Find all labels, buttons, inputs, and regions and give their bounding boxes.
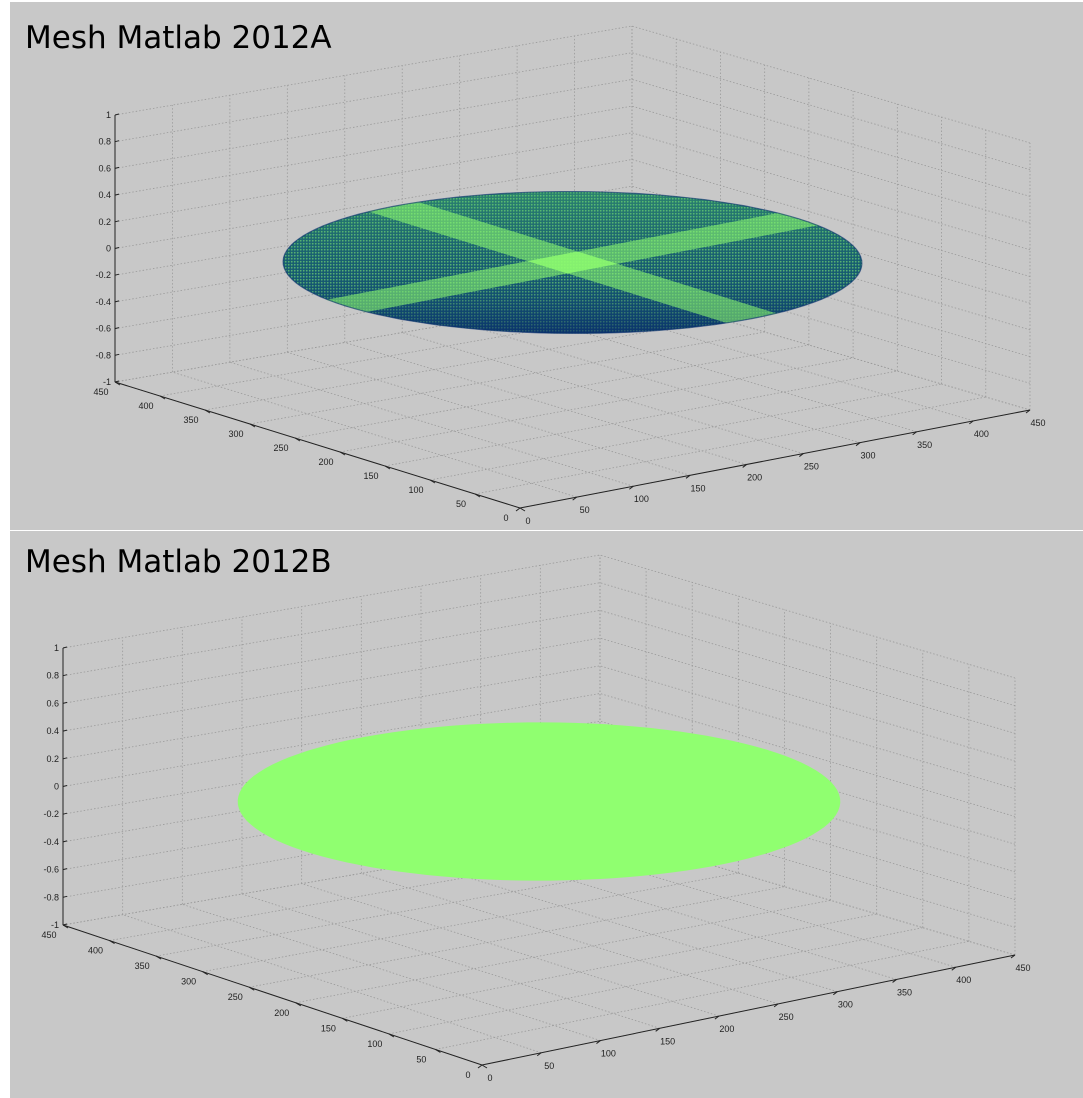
z-tick-label: -0.2	[43, 809, 59, 819]
y-tick-label: 0	[465, 1070, 470, 1080]
z-tick-label: 0.4	[98, 190, 111, 200]
z-tick-label: 0	[54, 782, 59, 792]
z-tick-label: -0.8	[43, 892, 59, 902]
chart-title: Mesh Matlab 2012B	[25, 544, 332, 580]
x-tick-label: 350	[917, 440, 932, 450]
y-tick-label: 100	[367, 1039, 382, 1049]
mesh-surface	[237, 722, 841, 881]
z-tick-label: 0.2	[46, 754, 59, 764]
y-tick-label: 450	[93, 387, 108, 397]
y-tick-label: 0	[503, 513, 508, 523]
z-tick-label: 0.6	[98, 163, 111, 173]
y-tick-label: 400	[88, 946, 103, 956]
x-tick-label: 250	[779, 1012, 794, 1022]
chart-title: Mesh Matlab 2012A	[25, 20, 332, 56]
z-tick-label: 0.2	[98, 217, 111, 227]
y-tick-label: 300	[228, 429, 243, 439]
x-tick-label: 0	[525, 516, 530, 526]
panel-2012a: Mesh Matlab 2012A 0501001502002503003504…	[10, 2, 1083, 530]
z-tick-label: 0.6	[46, 698, 59, 708]
y-tick-label: 400	[138, 401, 153, 411]
z-tick-label: -0.4	[95, 297, 111, 307]
z-tick-label: -0.4	[43, 837, 59, 847]
y-tick-label: 50	[416, 1054, 426, 1064]
x-tick-label: 100	[601, 1049, 616, 1059]
x-tick-label: 300	[860, 451, 875, 461]
x-tick-label: 50	[544, 1061, 554, 1071]
z-tick-label: -0.2	[95, 270, 111, 280]
z-tick-label: -1	[103, 377, 111, 387]
x-tick-label: 100	[634, 494, 649, 504]
y-tick-label: 100	[408, 485, 423, 495]
z-tick-label: 1	[54, 643, 59, 653]
y-tick-label: 150	[321, 1023, 336, 1033]
x-tick-label: 450	[1030, 418, 1045, 428]
x-tick-label: 250	[804, 462, 819, 472]
z-tick-label: -1	[51, 920, 59, 930]
mesh-surface	[282, 191, 863, 334]
z-tick-label: 1	[106, 110, 111, 120]
x-tick-label: 200	[719, 1024, 734, 1034]
z-tick-label: -0.6	[43, 865, 59, 875]
x-tick-label: 400	[956, 975, 971, 985]
z-tick-label: 0.8	[98, 137, 111, 147]
axes-3d: 0 50 100 150 200 250 300 350 400 450 0 50 100 150 200 2…	[41, 554, 1031, 1083]
x-tick-label: 450	[1015, 963, 1030, 973]
z-tick-label: 0	[106, 244, 111, 254]
tick-labels: 0 50 100 150 200 250 300 350 400 450 0 50 100 150 200 2…	[41, 643, 1030, 1083]
x-tick-label: 300	[838, 1000, 853, 1010]
x-tick-label: 150	[690, 483, 705, 493]
y-tick-label: 250	[273, 443, 288, 453]
y-tick-label: 150	[363, 471, 378, 481]
x-tick-label: 400	[974, 429, 989, 439]
axes-3d: 0 50 100 150 200 250 300 350 400 450 0 50 100 150 200 2…	[93, 25, 1046, 526]
y-tick-label: 50	[456, 499, 466, 509]
z-tick-label: 0.8	[46, 671, 59, 681]
z-tick-label: -0.8	[95, 350, 111, 360]
y-tick-label: 450	[41, 930, 56, 940]
x-tick-label: 50	[580, 505, 590, 515]
panel-2012b: Mesh Matlab 2012B 0501001502002503003504…	[10, 531, 1083, 1098]
y-tick-label: 200	[274, 1008, 289, 1018]
y-tick-label: 350	[183, 415, 198, 425]
y-tick-label: 200	[318, 457, 333, 467]
y-tick-label: 250	[228, 992, 243, 1002]
z-tick-label: 0.4	[46, 726, 59, 736]
x-tick-label: 350	[897, 987, 912, 997]
tick-labels: 0 50 100 150 200 250 300 350 400 450 0 50 100 150 200 2…	[93, 110, 1045, 526]
y-tick-label: 350	[135, 961, 150, 971]
x-tick-label: 200	[747, 472, 762, 482]
z-tick-label: -0.6	[95, 324, 111, 334]
x-tick-label: 0	[487, 1073, 492, 1083]
x-tick-label: 150	[660, 1036, 675, 1046]
y-tick-label: 300	[181, 977, 196, 987]
